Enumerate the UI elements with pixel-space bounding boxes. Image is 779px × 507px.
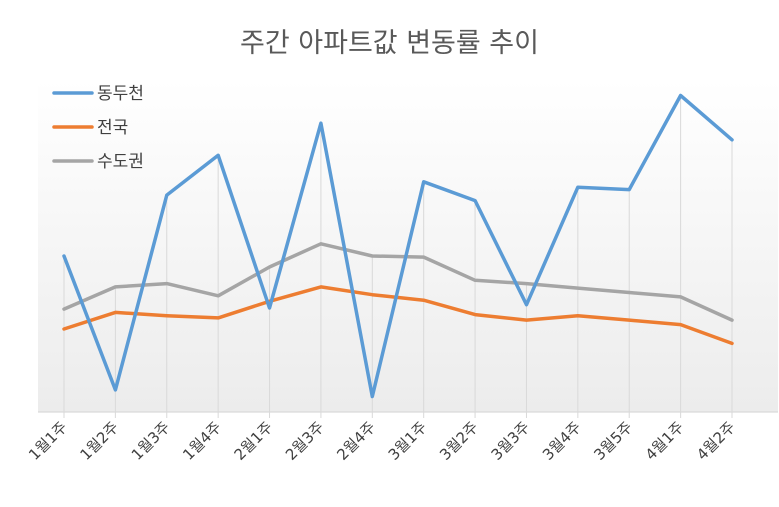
x-tick-label: 4월1주 [642,418,688,464]
x-axis-ticks: 1월1주 1월2주 1월3주 1월4주 2월1주 2월3주 2월4주 3월1주 3월2주 3월3주… [25,418,739,464]
series-line [62,285,734,346]
x-tick-label: 1월4주 [179,418,225,464]
series-line [62,242,734,322]
x-tick-label: 1월2주 [76,418,122,464]
x-tick-label: 2월3주 [282,418,328,464]
x-tick-label: 3월2주 [436,418,482,464]
chart-title: 주간 아파트값 변동률 추이 [240,28,539,59]
legend-label: 수도권 [97,152,144,172]
x-tick-label: 2월1주 [231,418,277,464]
series-lines [62,93,734,399]
x-tick-label: 3월4주 [539,418,585,464]
vertical-gridlines [63,95,733,418]
x-tick-label: 4월2주 [693,418,739,464]
x-tick-label: 3월1주 [385,418,431,464]
x-tick-label: 1월3주 [128,418,174,464]
x-tick-label: 3월5주 [590,418,636,464]
x-tick-label: 1월1주 [25,418,71,464]
legend-label: 전국 [97,118,128,138]
x-tick-label: 3월3주 [488,418,534,464]
series-line [62,93,734,399]
legend-label: 동두천 [97,84,144,104]
x-tick-label: 2월4주 [333,418,379,464]
